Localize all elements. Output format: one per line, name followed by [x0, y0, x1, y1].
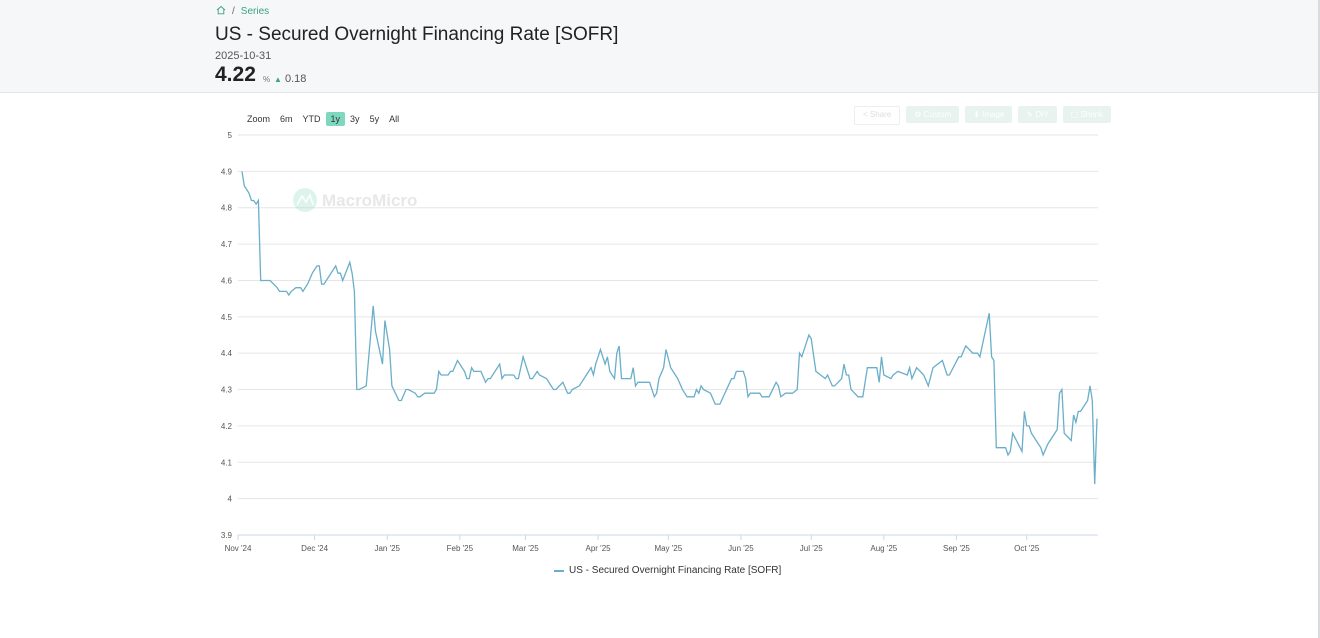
x-tick-label: Jul '25: [800, 544, 823, 553]
watermark-text: MacroMicro: [322, 191, 417, 210]
x-tick-label: Nov '24: [225, 544, 252, 553]
series-header: [0, 0, 1318, 93]
shrink-button[interactable]: ▢ Shrink: [1062, 106, 1112, 123]
y-tick-label: 4.9: [221, 167, 233, 176]
y-tick-label: 4.5: [221, 313, 233, 322]
x-tick-label: Feb '25: [447, 544, 474, 553]
y-tick-label: 4.6: [221, 276, 233, 285]
page-edge-divider: [1318, 0, 1320, 638]
y-tick-label: 4.2: [221, 422, 233, 431]
page-title: US - Secured Overnight Financing Rate [S…: [215, 24, 619, 45]
x-tick-label: Dec '24: [301, 544, 328, 553]
x-tick-label: May '25: [654, 544, 682, 553]
zoom-all-button[interactable]: All: [389, 114, 400, 124]
legend-swatch: [554, 569, 564, 572]
chart-toolbar: < Share ⚙ Custom ⬇ Image ✎ DIY ▢ Shrink: [854, 106, 1112, 125]
custom-button[interactable]: ⚙ Custom: [906, 106, 960, 123]
watermark: MacroMicro: [293, 188, 417, 212]
x-tick-label: Jun '25: [728, 544, 754, 553]
breadcrumb-separator: /: [232, 6, 235, 17]
y-tick-label: 4.3: [221, 386, 233, 395]
x-tick-label: Mar '25: [512, 544, 539, 553]
home-icon[interactable]: [216, 5, 226, 18]
diy-button[interactable]: ✎ DIY: [1018, 106, 1057, 123]
y-tick-label: 3.9: [221, 531, 233, 540]
value-change: ▲ 0.18: [274, 73, 306, 85]
share-button[interactable]: < Share: [854, 106, 901, 125]
legend-label: US - Secured Overnight Financing Rate [S…: [569, 565, 782, 576]
triangle-up-icon: ▲: [274, 75, 282, 84]
x-tick-label: Apr '25: [586, 544, 612, 553]
latest-value: 4.22: [215, 63, 256, 86]
breadcrumb-series-link[interactable]: Series: [240, 6, 270, 17]
zoom-3y-button[interactable]: 3y: [350, 114, 360, 124]
latest-date: 2025-10-31: [215, 50, 272, 62]
y-tick-label: 5: [228, 131, 233, 140]
zoom-6m-button[interactable]: 6m: [280, 114, 293, 124]
zoom-range-selector: Zoom 6m YTD 1y 3y 5y All: [242, 112, 404, 126]
y-tick-label: 4.8: [221, 204, 233, 213]
zoom-5y-button[interactable]: 5y: [369, 114, 380, 124]
value-unit: %: [263, 75, 271, 84]
image-button[interactable]: ⬇ Image: [965, 106, 1013, 123]
y-tick-label: 4.4: [221, 349, 233, 358]
y-tick-label: 4: [228, 495, 233, 504]
zoom-ytd-button[interactable]: YTD: [302, 114, 321, 124]
x-tick-label: Oct '25: [1014, 544, 1040, 553]
y-tick-label: 4.1: [221, 458, 233, 467]
series-line-sofr: [241, 171, 1098, 485]
x-tick-label: Aug '25: [870, 544, 897, 553]
y-tick-label: 4.7: [221, 240, 233, 249]
change-amount: 0.18: [284, 73, 307, 85]
x-tick-label: Sep '25: [943, 544, 970, 553]
chart-legend[interactable]: US - Secured Overnight Financing Rate [S…: [554, 565, 781, 576]
zoom-1y-button[interactable]: 1y: [325, 112, 346, 126]
zoom-label: Zoom: [247, 114, 271, 124]
breadcrumb: / Series: [216, 5, 269, 18]
x-tick-label: Jan '25: [374, 544, 400, 553]
